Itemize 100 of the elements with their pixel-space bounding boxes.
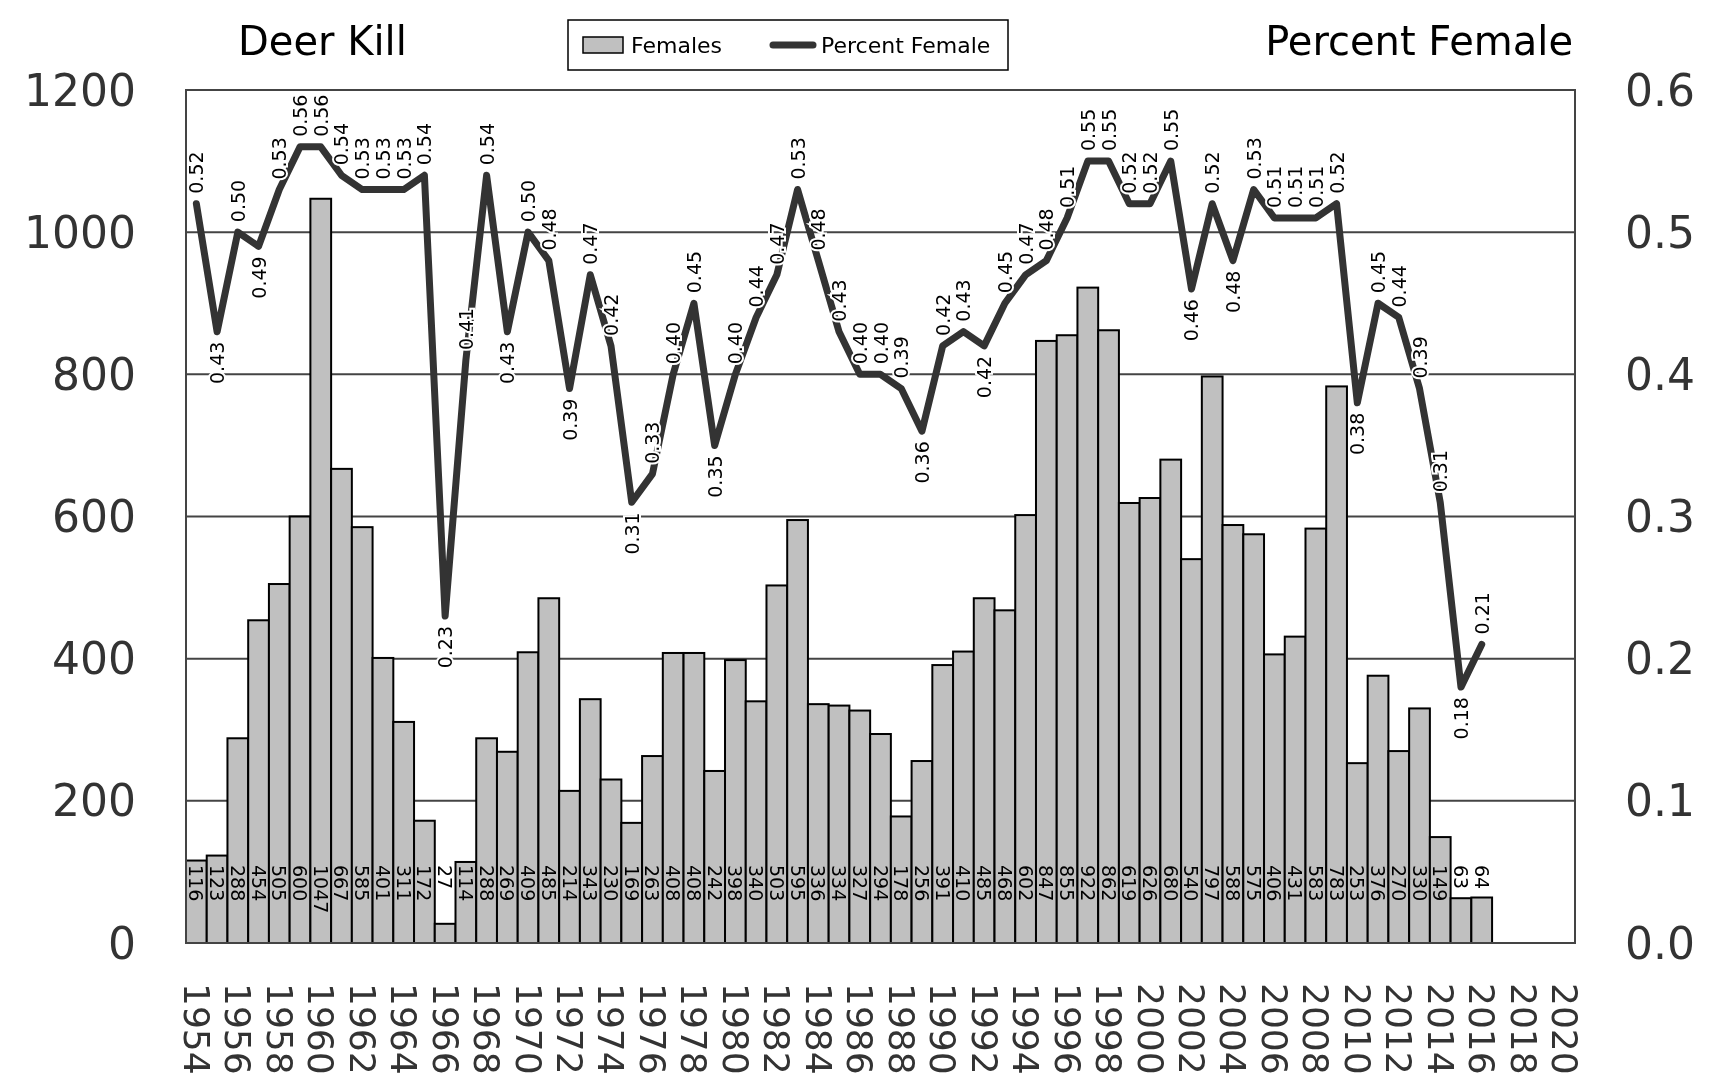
data-label: 505 — [268, 865, 291, 902]
data-label: 1047 — [309, 865, 332, 914]
data-label: 0.51 — [1056, 165, 1079, 208]
x-tick-label: 1986 — [839, 983, 881, 1075]
y2-tick-label: 0.0 — [1625, 917, 1695, 969]
data-label: 0.54 — [475, 122, 498, 166]
data-label: 0.42 — [599, 293, 622, 336]
data-label: 311 — [392, 865, 415, 902]
data-label: 343 — [579, 865, 602, 902]
y-tick-label: 800 — [52, 348, 136, 400]
data-label: 0.56 — [309, 94, 332, 137]
data-label: 214 — [558, 865, 581, 902]
data-label: 172 — [413, 865, 436, 902]
data-label: 485 — [537, 865, 560, 902]
data-label: 0.47 — [579, 222, 602, 265]
data-label: 0.40 — [662, 322, 685, 365]
data-label: 0.40 — [724, 322, 747, 365]
y-tick-label: 600 — [52, 491, 136, 542]
data-label: 0.44 — [1387, 265, 1410, 308]
data-label: 0.54 — [330, 122, 353, 166]
legend-label: Percent Female — [821, 32, 991, 58]
data-label: 169 — [620, 865, 643, 902]
data-label: 0.50 — [226, 179, 249, 223]
data-label: 797 — [1201, 865, 1224, 902]
x-tick-label: 1956 — [217, 983, 259, 1075]
x-tick-label: 1992 — [963, 983, 1005, 1075]
data-label: 330 — [1408, 865, 1431, 902]
y2-tick-label: 0.6 — [1625, 64, 1695, 116]
data-label: 0.53 — [351, 137, 374, 180]
x-tick-label: 1998 — [1088, 983, 1130, 1075]
data-label: 0.23 — [434, 626, 457, 669]
data-label: 263 — [641, 865, 664, 902]
data-label: 340 — [745, 865, 768, 902]
data-label: 269 — [496, 865, 519, 902]
data-label: 398 — [724, 865, 747, 902]
data-label: 270 — [1387, 865, 1410, 902]
x-tick-label: 1996 — [1046, 983, 1088, 1075]
x-tick-label: 2006 — [1253, 983, 1295, 1075]
y-tick-label: 0 — [108, 917, 136, 969]
data-label: 408 — [682, 865, 705, 902]
data-label: 0.40 — [869, 322, 892, 365]
data-label: 680 — [1159, 865, 1182, 902]
data-label: 0.42 — [973, 355, 996, 399]
data-label: 123 — [206, 865, 229, 902]
y2-tick-label: 0.2 — [1625, 633, 1695, 685]
data-label: 0.45 — [993, 250, 1016, 294]
data-label: 294 — [869, 865, 892, 902]
legend-label: Females — [631, 32, 723, 58]
data-label: 401 — [371, 865, 394, 902]
data-label: 0.42 — [931, 293, 954, 336]
x-tick-label: 1964 — [383, 983, 425, 1075]
data-label: 0.50 — [517, 179, 540, 223]
x-tick-label: 2018 — [1502, 983, 1544, 1075]
data-label: 0.47 — [765, 222, 788, 265]
data-label: 0.53 — [392, 137, 415, 180]
data-label: 0.38 — [1346, 412, 1369, 456]
data-label: 0.55 — [1097, 108, 1120, 152]
data-label: 376 — [1367, 865, 1390, 902]
data-label: 0.51 — [1284, 165, 1307, 208]
data-label: 600 — [289, 865, 312, 902]
data-label: 288 — [226, 865, 249, 902]
x-tick-label: 1980 — [714, 983, 756, 1075]
data-label: 583 — [1304, 865, 1327, 902]
data-label: 0.49 — [247, 256, 270, 299]
data-label: 114 — [454, 865, 477, 902]
data-label: 178 — [890, 865, 913, 902]
data-label: 0.18 — [1449, 697, 1472, 740]
data-label: 0.52 — [1325, 151, 1348, 194]
data-label: 0.36 — [910, 441, 933, 484]
data-label: 0.46 — [1180, 299, 1203, 342]
y2-tick-label: 0.5 — [1625, 206, 1695, 258]
data-label: 595 — [786, 865, 809, 902]
data-label: 602 — [1014, 865, 1037, 902]
x-tick-label: 2012 — [1378, 983, 1420, 1075]
x-tick-label: 2014 — [1419, 983, 1461, 1075]
y2-tick-label: 0.3 — [1625, 491, 1695, 542]
data-label: 0.55 — [1076, 108, 1099, 152]
data-label: 667 — [330, 865, 353, 902]
x-tick-label: 1958 — [258, 983, 300, 1075]
data-label: 847 — [1035, 865, 1058, 902]
x-tick-label: 2004 — [1212, 983, 1254, 1075]
x-tick-label: 2000 — [1129, 983, 1171, 1075]
x-tick-label: 1982 — [756, 983, 798, 1075]
data-label: 0.51 — [1263, 165, 1286, 208]
data-label: 327 — [848, 865, 871, 902]
data-label: 0.48 — [1035, 208, 1058, 251]
data-label: 540 — [1180, 865, 1203, 902]
data-label: 922 — [1076, 865, 1099, 902]
data-label: 0.48 — [1221, 270, 1244, 313]
data-label: 626 — [1139, 865, 1162, 902]
data-label: 0.41 — [454, 307, 477, 351]
data-label: 0.21 — [1470, 592, 1493, 635]
data-label: 242 — [703, 865, 726, 902]
data-label: 0.43 — [496, 341, 519, 384]
data-label: 391 — [931, 865, 954, 902]
data-label: 431 — [1284, 865, 1307, 902]
y-tick-label: 1200 — [24, 64, 136, 116]
data-label: 0.53 — [268, 137, 291, 180]
x-tick-label: 1966 — [424, 983, 466, 1075]
data-label: 0.44 — [745, 265, 768, 308]
